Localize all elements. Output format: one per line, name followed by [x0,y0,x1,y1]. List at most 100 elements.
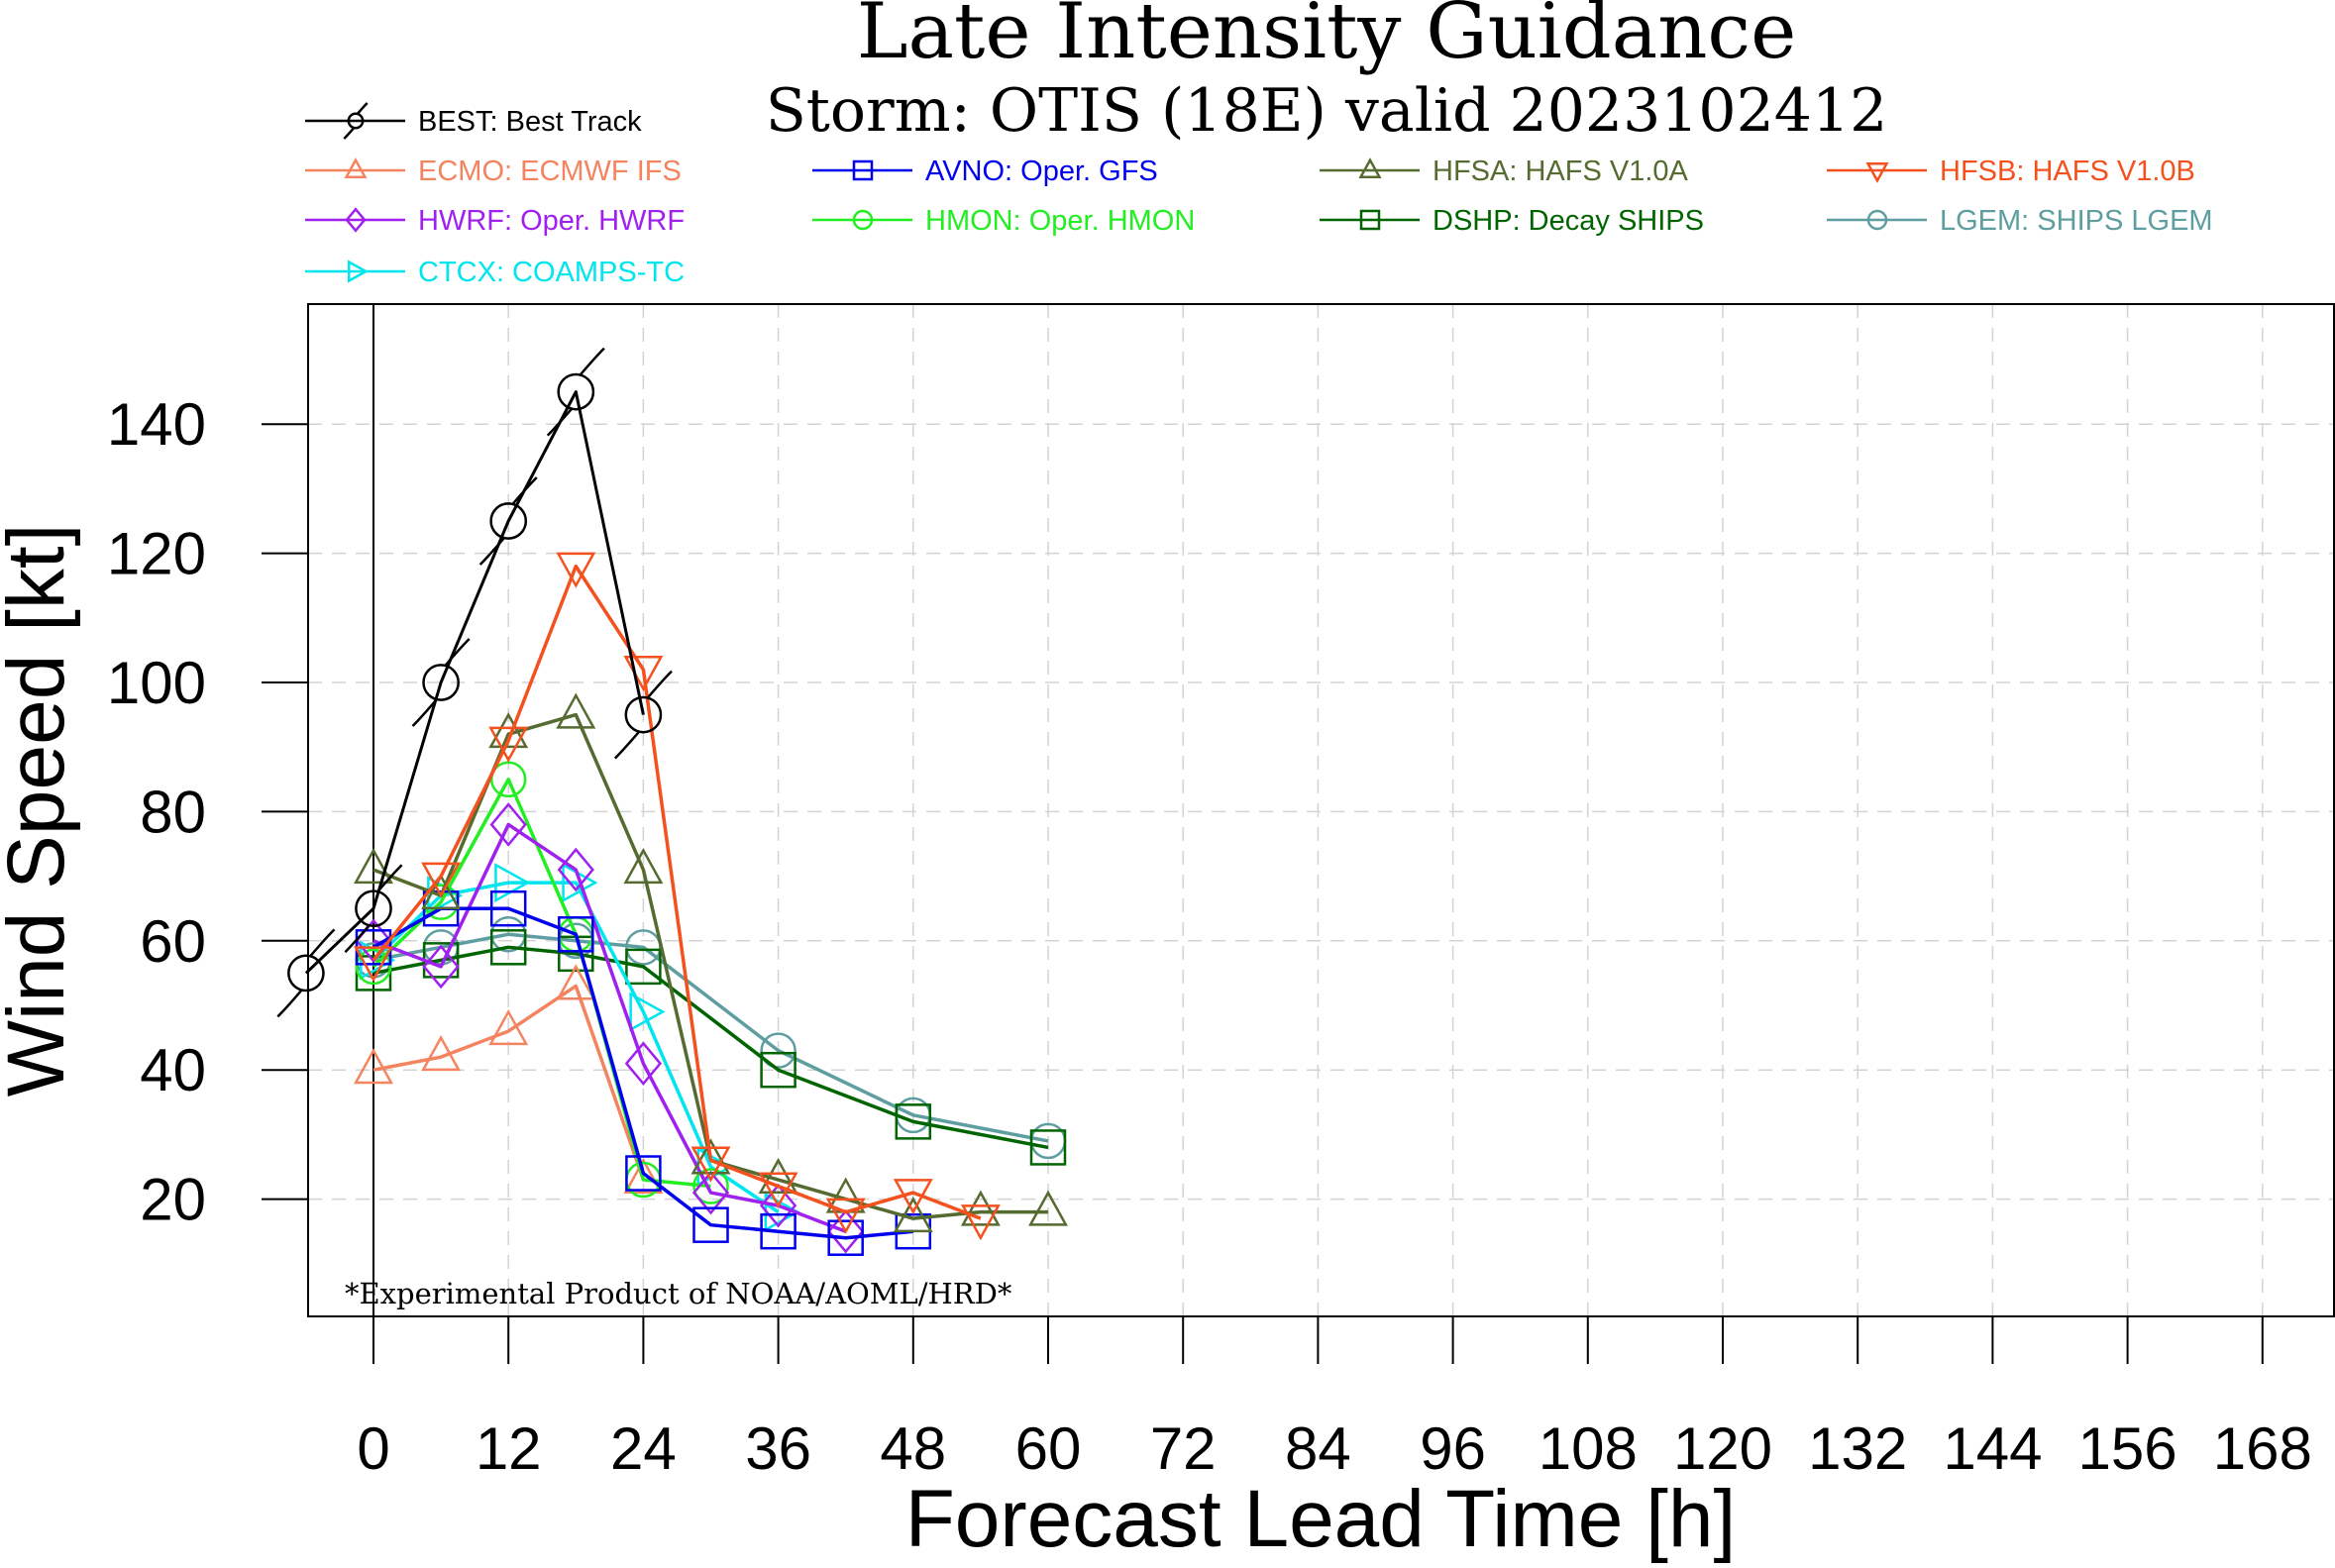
y-tick-label: 60 [140,908,206,975]
series-layer [276,347,1068,1256]
data-point-hfsa [893,1197,933,1233]
legend-label: LGEM: SHIPS LGEM [1940,205,2213,237]
legend: BEST: Best Track ECMO: ECMWF IFS AVNO: Ope… [305,102,2213,288]
series-line-dshp [372,945,1049,1150]
legend-entry-ctcx: CTCX: COAMPS-TC [305,257,685,288]
series-ctcx [360,863,800,1232]
data-point-best [478,476,538,566]
hurricane-arm [376,864,403,892]
x-axis: 0 12 24 36 48 60 72 84 96 108 120 132 144 156 168 [357,1317,2312,1482]
y-tick-label: 80 [140,779,206,845]
data-point-hfsa [488,712,529,749]
x-tick-label: 36 [745,1415,811,1482]
experimental-note: *Experimental Product of NOAA/AOML/HRD* [345,1277,1012,1310]
series-hmon [355,761,729,1204]
data-point-hfsb [893,1179,933,1215]
hurricane-arm [546,407,573,437]
hurricane-ring [489,502,528,540]
y-tick-label: 120 [107,521,206,587]
data-point-dshp [760,1051,796,1089]
legend-label: ECMO: ECMWF IFS [418,156,682,187]
legend-marker [348,260,369,283]
data-point-hfsa [1028,1190,1068,1226]
data-point-hfsa [354,847,393,885]
legend-entry-hfsb: HFSB: HAFS V1.0B [1827,156,2195,187]
data-point-hwrf [557,847,594,892]
legend-entry-dshp: DSHP: Decay SHIPS [1320,205,1704,237]
data-point-best [276,928,336,1018]
legend-label: HMON: Oper. HMON [925,205,1195,237]
legend-entry-lgem: LGEM: SHIPS LGEM [1827,205,2213,237]
data-point-best [344,864,403,954]
data-point-hmon [355,948,392,986]
x-tick-label: 0 [357,1415,389,1482]
x-tick-label: 132 [1808,1415,1907,1482]
chart-title: Late Intensity Guidance [857,0,1797,76]
x-tick-label: 144 [1943,1415,2042,1482]
data-point-hfsb [488,726,529,763]
hurricane-arm [411,698,438,727]
hurricane-arm [343,127,356,140]
x-tick-label: 168 [2213,1415,2312,1482]
hurricane-ring [422,664,460,701]
series-lgem [355,916,1067,1160]
data-point-dshp [895,1103,932,1140]
legend-label: AVNO: Oper. GFS [925,156,1158,187]
hurricane-ring [287,954,325,993]
legend-label: CTCX: COAMPS-TC [418,257,685,288]
data-point-hfsb [354,946,393,983]
data-point-hfsa [421,874,462,910]
y-tick-label: 140 [107,391,206,458]
data-point-hwrf [691,1170,730,1215]
legend-marker [345,207,367,233]
legend-marker [852,209,874,231]
data-point-avno [489,889,527,927]
legend-marker [1358,157,1382,178]
data-point-hfsa [690,1138,731,1175]
data-point-best [546,347,605,437]
y-tick-label: 20 [140,1167,206,1233]
data-point-avno [692,1206,729,1243]
data-point-hfsb [960,1204,1001,1241]
x-tick-label: 84 [1285,1415,1351,1482]
legend-label: DSHP: Decay SHIPS [1433,205,1704,237]
legend-marker [852,159,874,181]
x-tick-label: 72 [1150,1415,1217,1482]
data-point-dshp [1029,1129,1067,1166]
data-point-avno [827,1219,864,1256]
data-point-lgem [760,1032,796,1069]
data-point-dshp [489,929,527,966]
x-tick-label: 108 [1539,1415,1638,1482]
data-point-hfsb [556,552,596,588]
series-best [276,347,673,1018]
legend-entry-hfsa: HFSA: HAFS V1.0A [1320,156,1689,187]
series-line-ecmo [372,984,646,1181]
series-line-hwrf [372,822,847,1233]
data-point-best [613,670,673,760]
data-point-ecmo [488,1008,529,1046]
hurricane-ring [624,695,663,734]
series-line-avno [372,906,913,1240]
data-point-hfsa [960,1190,1001,1226]
series-hwrf [355,802,865,1254]
data-point-ecmo [421,1035,462,1072]
legend-label: BEST: Best Track [418,106,642,138]
series-ecmo [354,964,664,1195]
data-point-avno [558,916,594,953]
data-point-hfsb [758,1172,798,1208]
data-point-best [411,638,471,727]
hurricane-ring [355,889,392,928]
data-point-hwrf [489,802,527,847]
hurricane-arm [309,928,336,958]
plot-frame [307,303,2335,1317]
data-point-ecmo [556,964,596,1000]
hurricane-arm [276,989,303,1018]
x-tick-label: 96 [1420,1415,1486,1482]
y-tick-label: 40 [140,1037,206,1103]
legend-marker [1359,209,1381,231]
hurricane-arm [646,670,673,699]
data-point-avno [760,1212,796,1250]
legend-marker [1866,209,1888,231]
y-axis-label: Wind Speed [kt] [0,524,81,1098]
x-tick-label: 156 [2078,1415,2177,1482]
